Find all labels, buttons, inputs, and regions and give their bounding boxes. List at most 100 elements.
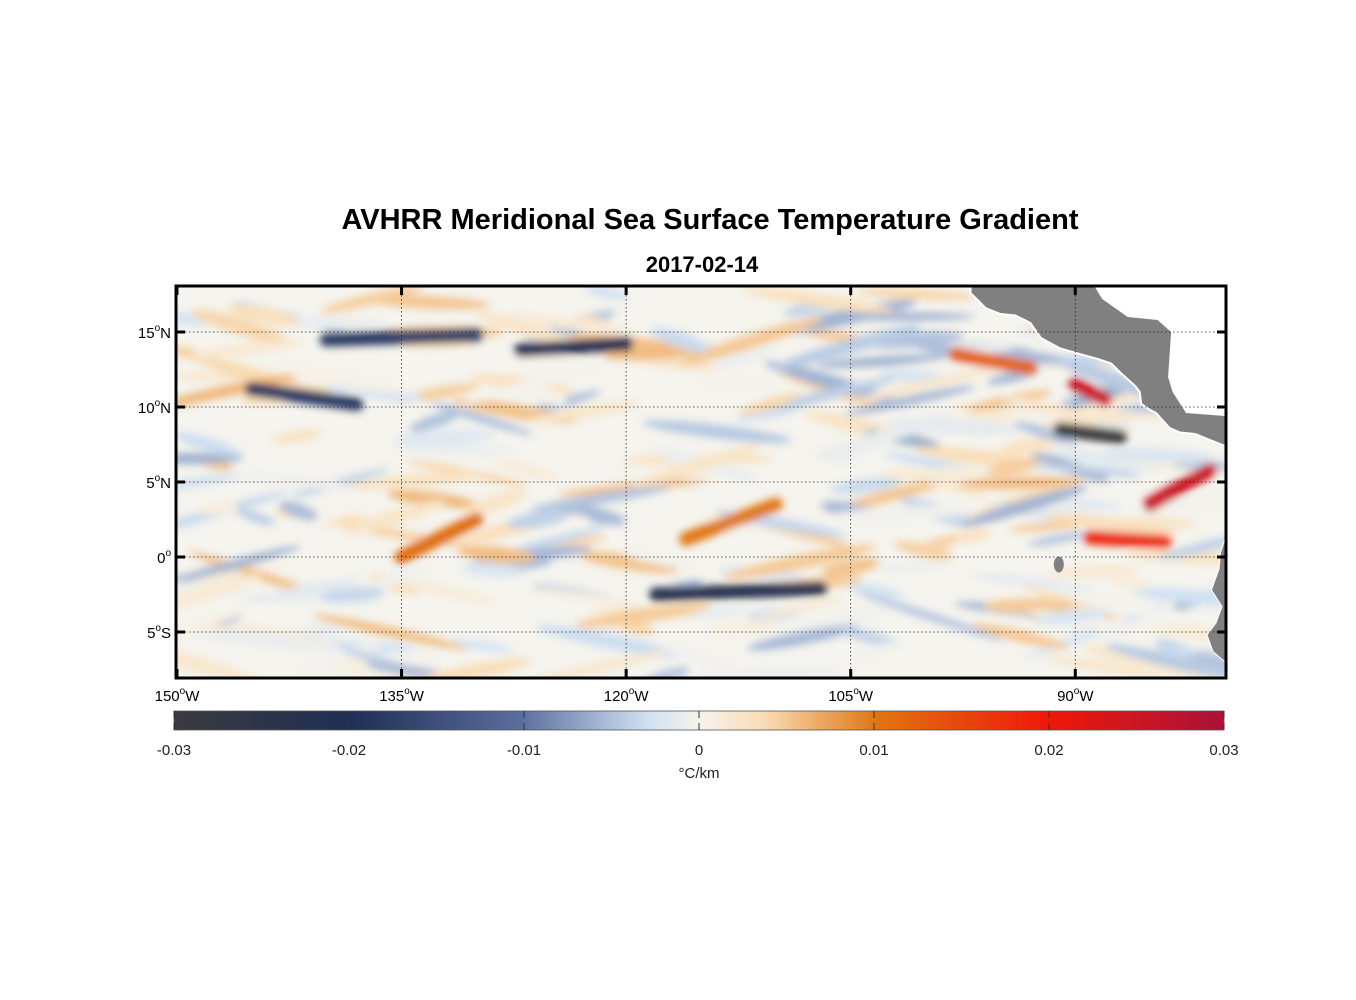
caribbean-water <box>1094 287 1225 416</box>
texture-streak <box>244 501 371 540</box>
colorbar-tick-label: -0.03 <box>157 742 191 759</box>
texture-streak <box>1082 645 1170 668</box>
gradient-feature <box>1083 530 1173 549</box>
texture-streak <box>461 563 527 578</box>
colorbar-tick-label: 0.03 <box>1209 742 1238 759</box>
texture-streak <box>383 576 497 604</box>
tick-degree-value: 150 <box>155 688 180 705</box>
lat-tick-label: 15oN <box>138 323 171 342</box>
texture-streak <box>753 377 897 414</box>
texture-streak <box>1104 448 1217 463</box>
lat-tick-label: 5oN <box>146 473 171 492</box>
texture-streak <box>573 550 679 574</box>
texture-streak <box>949 528 992 543</box>
texture-streak <box>521 651 666 677</box>
texture-streak <box>243 578 361 603</box>
tick-degree-value: 90 <box>1057 688 1074 705</box>
degree-symbol: o <box>180 686 186 697</box>
texture-streak <box>184 353 328 398</box>
texture-streak <box>559 504 627 526</box>
texture-streak <box>319 587 385 603</box>
gradient-feature <box>394 512 484 564</box>
tick-hemisphere: N <box>160 400 171 417</box>
texture-streak <box>958 476 1079 490</box>
colorbar-ticks: -0.03 -0.02 -0.01 0 0.01 0.02 0.03 <box>157 711 1239 759</box>
texture-streak <box>856 288 978 301</box>
degree-symbol: o <box>404 686 410 697</box>
texture-streak <box>828 505 987 520</box>
tick-hemisphere: W <box>634 688 649 705</box>
texture-streak <box>319 287 424 313</box>
texture-streak <box>271 429 323 444</box>
texture-streak <box>536 625 685 658</box>
texture-streak <box>585 287 630 301</box>
texture-streak <box>457 545 536 564</box>
texture-streak <box>226 304 299 327</box>
tick-degree-value: 120 <box>604 688 629 705</box>
texture-streak <box>1130 493 1225 518</box>
colorbar-tick-label: 0.01 <box>859 742 888 759</box>
degree-symbol: o <box>853 686 859 697</box>
tick-hemisphere: W <box>1079 688 1094 705</box>
lat-tick-label: 0o <box>157 548 171 567</box>
texture-streak <box>557 478 715 496</box>
colorbar-tick-label: -0.02 <box>332 742 366 759</box>
texture-streak <box>393 444 516 456</box>
texture-streak <box>526 386 567 406</box>
colorbar-tick-label: 0 <box>695 742 703 759</box>
texture-streak <box>829 478 902 494</box>
tick-hemisphere: N <box>160 325 171 342</box>
texture-streak <box>1050 448 1164 470</box>
texture-streak <box>723 544 876 580</box>
texture-streak <box>343 500 447 535</box>
texture-streak <box>771 324 922 371</box>
texture-streak <box>982 598 1078 614</box>
texture-streak <box>642 420 792 444</box>
texture-streak <box>177 638 259 677</box>
texture-streak <box>844 385 976 416</box>
gradient-feature <box>1068 377 1113 407</box>
texture-streak <box>513 353 586 369</box>
texture-streak <box>278 501 318 521</box>
texture-streak <box>190 309 291 345</box>
degree-symbol: o <box>1074 686 1080 697</box>
tick-degree-value: 135 <box>379 688 404 705</box>
tick-degree-value: 5 <box>146 475 154 492</box>
texture-streak <box>364 295 490 310</box>
texture-streak <box>272 317 385 330</box>
texture-streak <box>707 620 777 635</box>
texture-streak <box>408 658 531 677</box>
texture-streak <box>430 402 534 436</box>
texture-streak <box>1031 463 1143 477</box>
texture-streak <box>620 550 695 569</box>
texture-streak <box>198 503 239 515</box>
texture-streak <box>386 490 477 508</box>
colorbar-tick-label: -0.01 <box>507 742 541 759</box>
degree-symbol: o <box>165 548 171 559</box>
texture-streak <box>839 628 900 647</box>
gradient-feature <box>1143 463 1218 512</box>
texture-streak <box>528 587 633 606</box>
texture-streak <box>764 361 899 404</box>
texture-streak <box>1046 565 1139 578</box>
colorbar-unit-label: °C/km <box>679 765 720 782</box>
texture-streak <box>177 432 242 457</box>
gradient-feature <box>679 497 783 546</box>
texture-streak <box>355 388 424 402</box>
texture-streak <box>461 364 607 404</box>
texture-streak <box>235 508 282 528</box>
texture-streak <box>1182 650 1225 675</box>
texture-streak <box>1028 532 1088 547</box>
degree-symbol: o <box>155 623 161 634</box>
texture-streak <box>679 317 823 366</box>
texture-streak <box>754 597 844 619</box>
lon-tick-label: 135oW <box>379 686 425 705</box>
texture-streak <box>1001 395 1116 425</box>
texture-streak <box>971 623 1070 649</box>
texture-streak <box>1133 588 1225 608</box>
texture-streak <box>1149 624 1225 642</box>
texture-streak <box>393 429 496 447</box>
texture-streak <box>785 604 894 637</box>
texture-streak <box>177 607 249 647</box>
texture-streak <box>713 346 777 370</box>
